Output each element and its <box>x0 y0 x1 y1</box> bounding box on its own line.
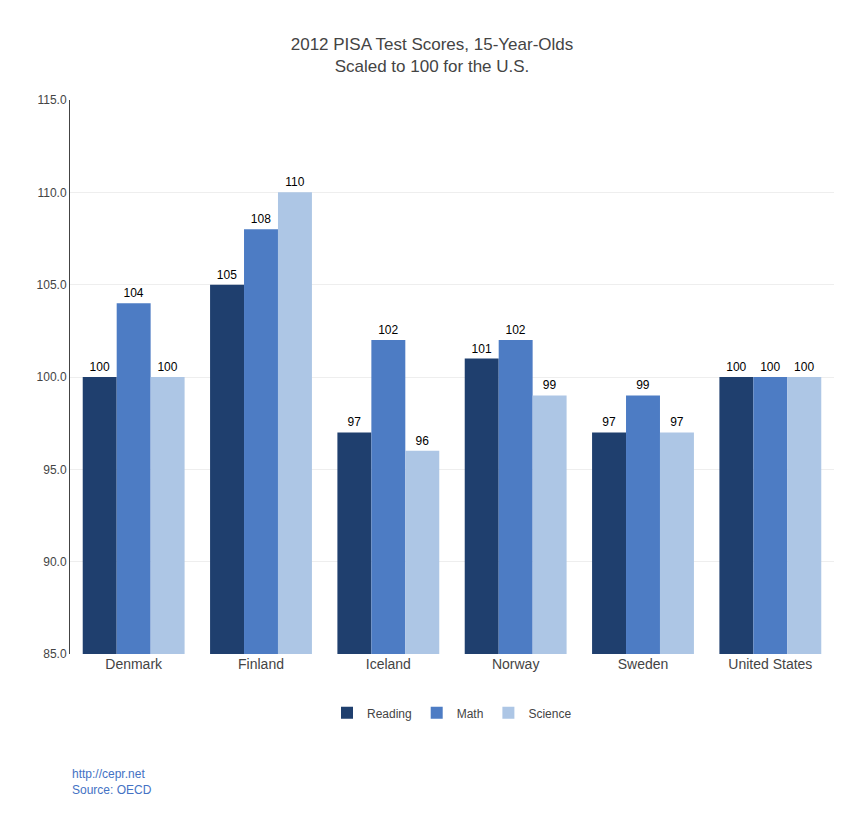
svg-text:Sweden: Sweden <box>618 656 669 672</box>
svg-text:102: 102 <box>505 323 525 337</box>
svg-text:105: 105 <box>217 268 237 282</box>
svg-text:85.0: 85.0 <box>43 647 67 661</box>
svg-text:100: 100 <box>794 360 814 374</box>
svg-text:2012 PISA Test Scores, 15-Year: 2012 PISA Test Scores, 15-Year-OldsScale… <box>291 35 574 76</box>
svg-text:Math: Math <box>457 707 484 721</box>
svg-text:104: 104 <box>123 286 143 300</box>
svg-text:108: 108 <box>251 212 271 226</box>
svg-text:Denmark: Denmark <box>105 656 163 672</box>
svg-text:99: 99 <box>636 378 650 392</box>
svg-text:102: 102 <box>378 323 398 337</box>
svg-text:95.0: 95.0 <box>43 463 67 477</box>
svg-text:Iceland: Iceland <box>366 656 411 672</box>
svg-text:100: 100 <box>157 360 177 374</box>
svg-text:Finland: Finland <box>238 656 284 672</box>
svg-text:115.0: 115.0 <box>37 93 66 107</box>
svg-text:Norway: Norway <box>492 656 539 672</box>
svg-text:105.0: 105.0 <box>37 278 67 292</box>
svg-text:99: 99 <box>543 378 557 392</box>
svg-text:United States: United States <box>728 656 812 672</box>
svg-text:110.0: 110.0 <box>37 186 66 200</box>
svg-text:110: 110 <box>285 175 304 189</box>
svg-text:100: 100 <box>726 360 746 374</box>
svg-text:90.0: 90.0 <box>43 555 67 569</box>
svg-text:101: 101 <box>472 342 492 356</box>
svg-text:100: 100 <box>760 360 780 374</box>
svg-text:97: 97 <box>670 415 684 429</box>
svg-text:97: 97 <box>348 415 362 429</box>
svg-text:http://cepr.netSource: OECD: http://cepr.netSource: OECD <box>72 767 152 797</box>
svg-text:96: 96 <box>415 434 429 448</box>
svg-text:100: 100 <box>90 360 110 374</box>
svg-text:Science: Science <box>528 707 571 721</box>
svg-text:Reading: Reading <box>367 707 412 721</box>
svg-text:100.0: 100.0 <box>37 370 67 384</box>
svg-text:97: 97 <box>602 415 616 429</box>
